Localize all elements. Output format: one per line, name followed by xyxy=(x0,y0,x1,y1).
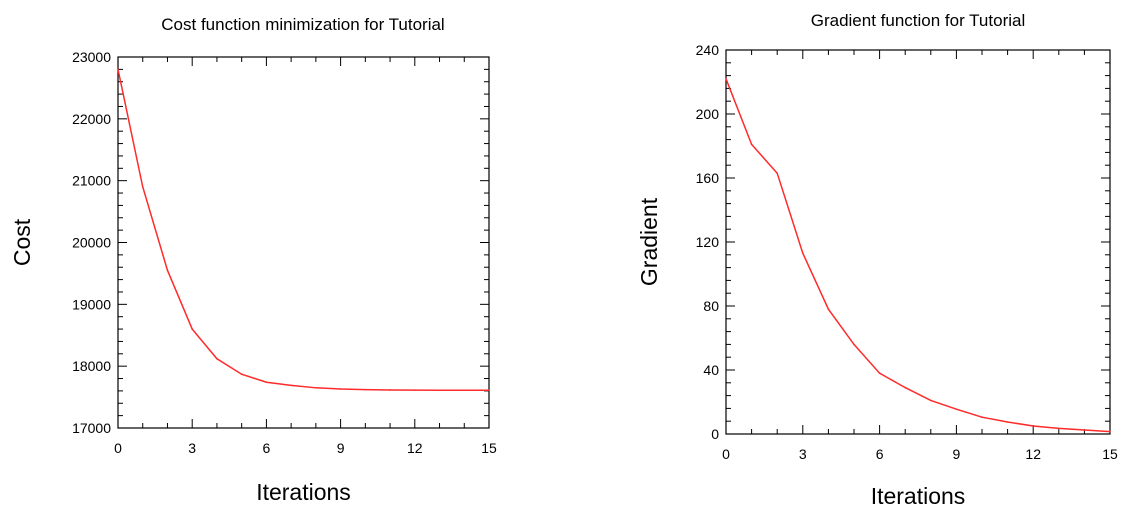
data-point xyxy=(904,386,906,389)
x-tick-label: 6 xyxy=(876,446,884,462)
data-point xyxy=(166,269,169,272)
chart-title: Cost function minimization for Tutorial xyxy=(161,15,444,34)
y-tick-label: 40 xyxy=(703,362,719,378)
data-point xyxy=(725,78,727,80)
data-point xyxy=(463,389,466,392)
data-point xyxy=(1032,425,1034,427)
data-point xyxy=(488,389,490,392)
x-tick-label: 3 xyxy=(799,446,807,462)
y-tick-label: 21000 xyxy=(72,173,111,189)
y-tick-label: 19000 xyxy=(72,296,111,312)
y-tick-label: 18000 xyxy=(72,358,111,374)
data-point xyxy=(265,381,268,384)
x-tick-label: 12 xyxy=(407,440,423,456)
data-point xyxy=(389,389,391,391)
data-point xyxy=(339,388,342,390)
data-point xyxy=(930,399,932,402)
series-line xyxy=(725,78,1111,433)
data-point xyxy=(1109,430,1111,433)
x-tick-label: 0 xyxy=(114,440,122,456)
data-point xyxy=(216,357,218,360)
data-point xyxy=(1006,421,1009,423)
cost-chart: Cost function minimization for Tutorial 0… xyxy=(9,15,497,505)
x-tick-label: 9 xyxy=(337,440,345,456)
y-axis-title: Gradient xyxy=(636,197,662,286)
data-point xyxy=(240,373,243,376)
plot-frame xyxy=(725,49,1111,435)
data-point xyxy=(290,384,292,387)
y-tick-label: 160 xyxy=(696,170,720,186)
gradient-chart: Gradient function for Tutorial 0 3 6 9 12 15 0 4… xyxy=(636,11,1118,509)
y-tick-label: 23000 xyxy=(72,49,111,65)
data-point xyxy=(955,408,958,411)
y-tick-label: 20000 xyxy=(72,235,111,251)
y-tick-label: 200 xyxy=(696,106,720,122)
x-axis-title: Iterations xyxy=(256,479,351,505)
x-tick-label: 3 xyxy=(188,440,196,456)
data-point xyxy=(1083,429,1086,431)
y-tick-label: 17000 xyxy=(72,420,111,436)
chart-title: Gradient function for Tutorial xyxy=(811,11,1026,30)
data-point xyxy=(315,387,317,389)
data-point xyxy=(141,186,144,188)
y-tick-label: 240 xyxy=(696,42,720,58)
data-point xyxy=(364,388,367,391)
data-point xyxy=(802,252,804,254)
data-point xyxy=(117,68,119,71)
data-point xyxy=(853,343,855,346)
x-tick-label: 9 xyxy=(953,446,961,462)
series-line xyxy=(117,69,489,392)
x-tick-label: 0 xyxy=(722,446,730,462)
data-point xyxy=(776,172,778,174)
data-point xyxy=(827,308,830,311)
x-tick-label: 15 xyxy=(1102,446,1118,462)
x-tick-label: 12 xyxy=(1025,446,1041,462)
data-point xyxy=(878,372,881,375)
y-tick-label: 80 xyxy=(703,298,719,314)
x-tick-label: 6 xyxy=(263,440,271,456)
y-axis-title: Cost xyxy=(9,218,35,266)
x-tick-label: 15 xyxy=(481,440,497,456)
plot-frame xyxy=(117,56,490,429)
data-point xyxy=(981,416,983,419)
x-axis-title: Iterations xyxy=(871,483,966,509)
data-point xyxy=(750,143,753,146)
y-tick-label: 120 xyxy=(696,234,720,250)
data-point xyxy=(414,389,416,391)
y-tick-label: 0 xyxy=(711,426,719,442)
y-tick-label: 22000 xyxy=(72,111,111,127)
data-point xyxy=(1058,427,1060,430)
data-point xyxy=(191,328,193,330)
data-point xyxy=(438,389,441,392)
